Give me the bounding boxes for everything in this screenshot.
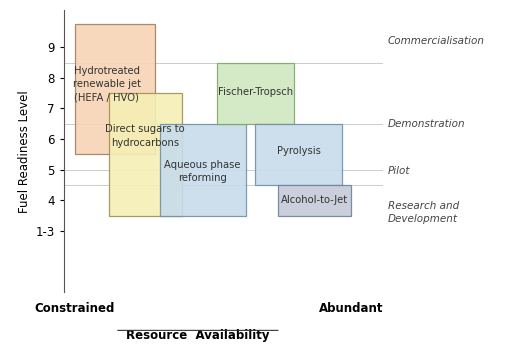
Text: Pilot: Pilot	[388, 166, 410, 176]
Bar	[255, 124, 342, 185]
Text: Pyrolysis: Pyrolysis	[277, 147, 320, 156]
Text: Demonstration: Demonstration	[388, 119, 466, 129]
Text: Commercialisation: Commercialisation	[388, 36, 485, 46]
Bar	[160, 124, 246, 216]
Y-axis label: Fuel Readiness Level: Fuel Readiness Level	[19, 90, 31, 213]
Text: Research and
Development: Research and Development	[388, 201, 459, 224]
Bar	[75, 24, 155, 155]
Bar	[278, 185, 351, 216]
Text: Resource  Availability: Resource Availability	[126, 329, 270, 342]
Text: Direct sugars to
hydrocarbons: Direct sugars to hydrocarbons	[105, 125, 185, 148]
Text: Aqueous phase
reforming: Aqueous phase reforming	[164, 160, 241, 183]
Text: Hydrotreated
renewable jet
(HEFA / HVO): Hydrotreated renewable jet (HEFA / HVO)	[73, 66, 141, 102]
Bar	[109, 93, 182, 216]
Text: Alcohol-to-Jet: Alcohol-to-Jet	[281, 196, 348, 205]
Text: Fischer-Tropsch: Fischer-Tropsch	[218, 87, 293, 97]
Bar	[217, 63, 294, 124]
